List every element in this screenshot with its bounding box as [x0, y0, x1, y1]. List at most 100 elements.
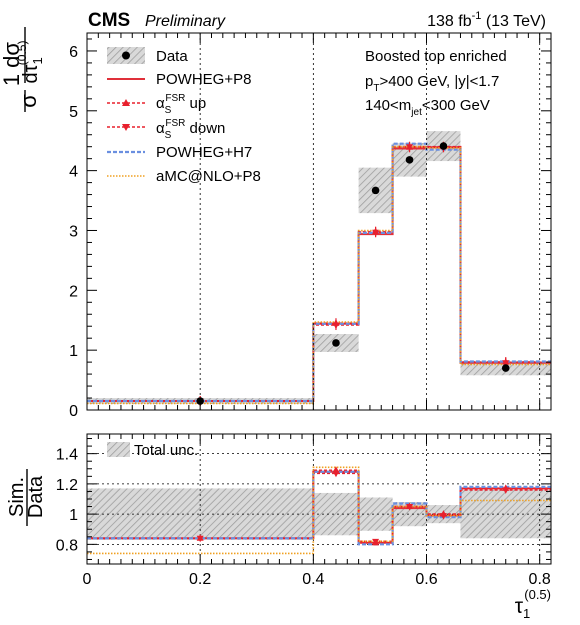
region-line-1: Boosted top enriched: [365, 48, 507, 65]
main-y-tick-label: 1: [69, 343, 78, 360]
legend-amcatnlo-label: aMC@NLO+P8: [156, 168, 261, 185]
main-fsr-down-marker: [502, 360, 510, 367]
main-frame: [86, 32, 552, 411]
ratio-y-label-den: Data: [25, 475, 47, 518]
main-fsr-down-marker: [372, 229, 380, 237]
legend-powheg-h7-label: POWHEG+H7: [156, 144, 252, 161]
region-line-3: 140<mjet<300 GeV: [365, 97, 490, 118]
main-data-point: [405, 156, 414, 164]
y-label-sigma: σ: [16, 94, 41, 108]
ratio-x-tick-label: 0.6: [415, 571, 437, 588]
legend-powheg-p8-label: POWHEG+P8: [156, 71, 251, 88]
x-label-sup: (0.5): [524, 587, 551, 602]
ratio-legend: Total unc.: [107, 442, 198, 459]
legend-fsr-down-alpha: α: [156, 120, 165, 137]
main-series-lines: [87, 142, 551, 405]
y-label-dtau-main: dτ: [20, 64, 42, 83]
ratio-x-tick-label: 0: [83, 571, 92, 588]
ratio-y-axis-label: Sim. Data: [6, 469, 47, 526]
region-pt-sub: T: [373, 83, 379, 94]
main-y-axis-label: 1 σ dσ dτ1(0.5): [0, 27, 45, 112]
legend-total-unc-label: Total unc.: [134, 442, 198, 459]
ratio-markers: [196, 466, 510, 546]
main-line-amcatnlo-p8: [87, 145, 551, 405]
region-mjet-cut: <300 GeV: [422, 97, 490, 114]
legend-fsr-up-alpha: α: [156, 95, 165, 112]
ratio-fsr-down-marker: [406, 504, 414, 511]
ratio-unc-box: [358, 497, 393, 531]
ratio-x-ticks: 0 0.2 0.4 0.6 0.8: [83, 434, 552, 588]
legend-total-unc-box: [107, 442, 130, 457]
legend-data-marker: [122, 51, 130, 60]
main-data-point: [501, 364, 510, 372]
ratio-y-tick-label: 1.4: [56, 447, 78, 464]
x-label-tau: τ: [515, 595, 524, 618]
main-y-tick-label: 0: [69, 403, 78, 420]
main-data-point: [371, 186, 380, 195]
lumi-value: 138 fb: [427, 13, 472, 30]
main-line-powheg-p8: [87, 146, 551, 402]
y-label-dtau: dτ1(0.5): [15, 41, 45, 84]
main-legend: Data POWHEG+P8 αSFSR up αSFSR down POWHE…: [107, 47, 261, 185]
region-line-2: pT>400 GeV, |y|<1.7: [365, 73, 499, 94]
legend-fsr-up-sup: FSR: [165, 93, 185, 104]
ratio-x-tick-label: 0.2: [189, 571, 211, 588]
main-y-tick-label: 3: [69, 223, 78, 240]
region-mjet: 140<m: [365, 97, 411, 114]
main-data-point: [439, 142, 448, 150]
ratio-y-tick-label: 1: [69, 507, 78, 524]
ratio-x-tick-label: 0.8: [529, 571, 551, 588]
y-label-dsigma: dσ: [0, 42, 24, 68]
legend-fsr-up-marker: [122, 99, 130, 106]
x-axis-label: τ1 (0.5): [515, 587, 551, 621]
ratio-fsr-down-marker: [196, 535, 204, 543]
ratio-y-label-num: Sim.: [6, 477, 28, 517]
ratio-unc-box: [313, 492, 359, 536]
legend-fsr-down-sup: FSR: [165, 118, 185, 129]
main-y-ticks: 0 1 2 3 4 5 6: [69, 38, 551, 420]
ratio-unc-box: [460, 489, 551, 539]
region-mjet-sub: jet: [410, 107, 422, 118]
experiment-label: CMS: [88, 10, 130, 31]
region-pt: p: [365, 73, 373, 90]
lumi-exponent: -1: [472, 10, 482, 22]
legend-fsr-up-label: αSFSR up: [156, 93, 206, 116]
y-label-one: 1: [0, 74, 24, 86]
legend-fsr-down-label: αSFSR down: [156, 118, 225, 141]
main-data-point: [332, 339, 340, 347]
x-label-sub: 1: [523, 606, 530, 621]
legend-fsr-down-suffix: down: [185, 120, 225, 137]
ratio-fsr-down-marker: [372, 538, 380, 546]
y-label-dtau-sub: 1: [30, 57, 45, 64]
main-line-powheg-h7: [87, 142, 551, 403]
main-fsr-down-marker: [332, 322, 340, 330]
main-y-tick-label: 2: [69, 283, 78, 300]
legend-data-label: Data: [156, 48, 188, 65]
lumi-label: 138 fb-1 (13 TeV): [427, 10, 546, 30]
legend-fsr-down-marker: [122, 124, 130, 131]
ratio-series-lines: [87, 466, 551, 555]
lumi-energy: (13 TeV): [481, 13, 546, 30]
ratio-fsr-down-marker: [502, 487, 510, 494]
main-y-tick-label: 4: [69, 164, 78, 181]
ratio-y-ticks: 0.8 1 1.2 1.4: [56, 438, 551, 560]
ratio-panel: 0.8 1 1.2 1.4 0 0.2 0.4 0.6 0.8 Total unc. Sim.…: [6, 33, 552, 621]
ratio-fsr-down-marker: [332, 470, 340, 478]
ratio-y-tick-label: 1.2: [56, 477, 78, 494]
legend-fsr-up-sub: S: [165, 105, 172, 116]
main-fsr-down-marker: [406, 144, 414, 151]
ratio-x-tick-label: 0.4: [302, 571, 324, 588]
main-y-tick-label: 5: [69, 104, 78, 121]
region-pt-cut: >400 GeV, |y|<1.7: [379, 73, 499, 90]
main-y-tick-label: 6: [69, 44, 78, 61]
status-label: Preliminary: [145, 13, 226, 30]
region-annotation: Boosted top enriched pT>400 GeV, |y|<1.7…: [365, 48, 507, 118]
ratio-y-tick-label: 0.8: [56, 537, 78, 554]
legend-fsr-down-sub: S: [165, 130, 172, 141]
legend-fsr-up-suffix: up: [185, 95, 206, 112]
ratio-line-amcatnlo-p8: [87, 466, 551, 555]
ratio-fsr-down-marker: [439, 513, 447, 520]
y-label-dtau-sup: (0.5): [15, 41, 29, 66]
